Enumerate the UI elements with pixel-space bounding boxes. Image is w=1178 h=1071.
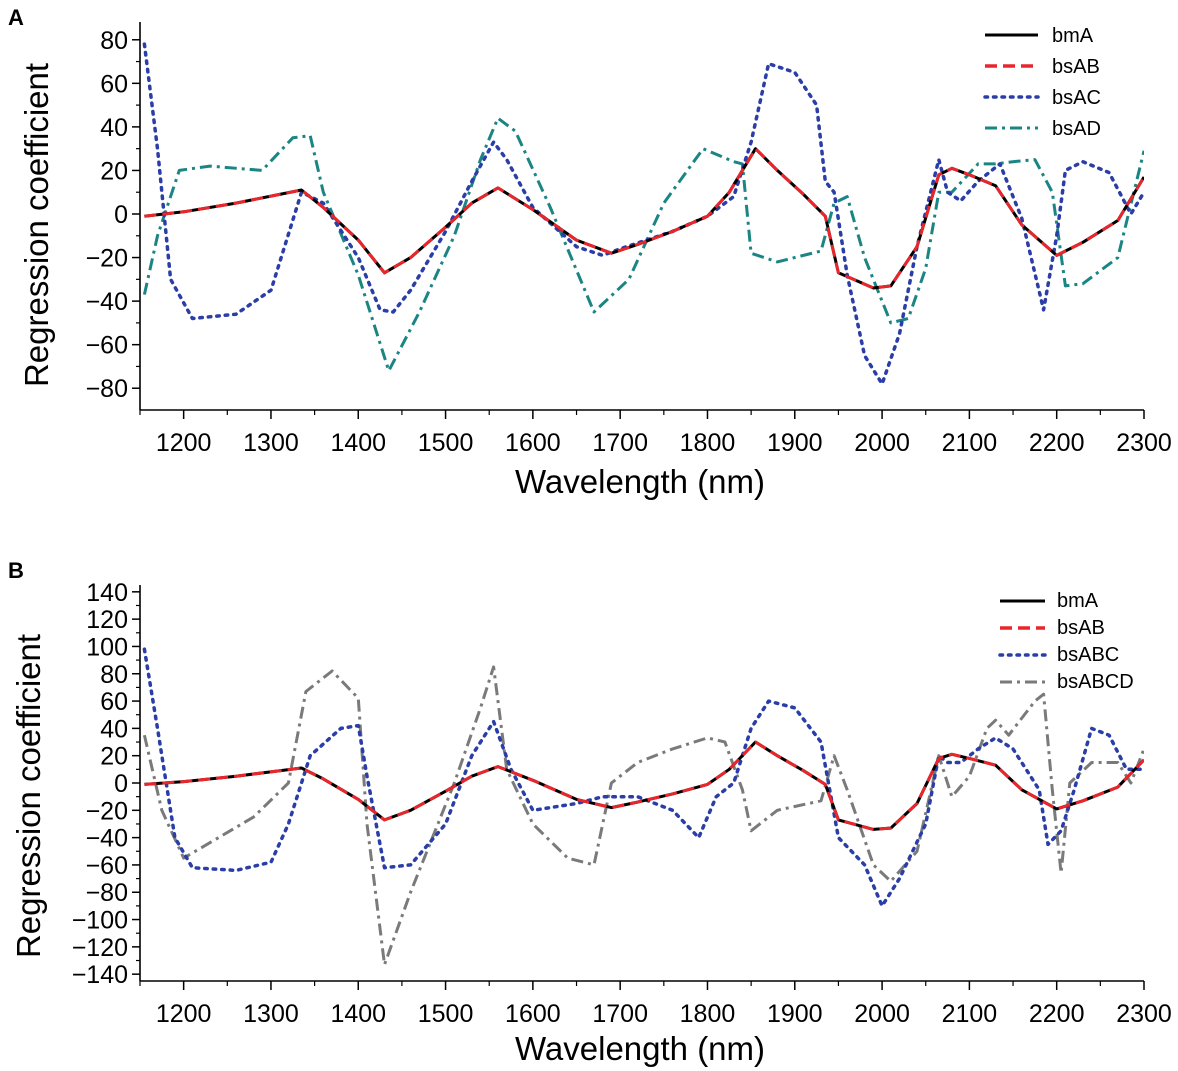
y-tick-label: 20 (100, 743, 128, 771)
y-tick-label: 100 (86, 633, 128, 661)
y-ticks-a: 80 60 40 20 0 −20 −40 −60 −80 (86, 27, 140, 403)
series-group-a (142, 42, 1144, 386)
series-line-bmA (144, 740, 1144, 831)
y-tick-label: 80 (100, 661, 128, 689)
panel-label-a: A (8, 5, 24, 30)
y-tick-label: 140 (86, 579, 128, 607)
y-tick-label: 80 (100, 27, 128, 55)
x-tick-label: 1300 (243, 429, 299, 457)
y-tick-label: 20 (100, 157, 128, 185)
x-tick-label: 1600 (505, 429, 561, 457)
chart-panel-a: A 80 60 40 20 0 −20 −40 −60 −80 1200 1300 1400 1500… (8, 5, 1172, 500)
legend-label-a-bsAB: bsAB (1052, 56, 1100, 78)
x-tick-label: 1800 (680, 1000, 736, 1028)
panel-label-b: B (8, 558, 24, 583)
x-tick-label: 1200 (156, 1000, 212, 1028)
x-tick-label: 1900 (767, 1000, 823, 1028)
y-axis-b: 140120100806040200−20−40−60−80−100−120−1… (72, 579, 141, 989)
legend-label-b-bsAB: bsAB (1057, 617, 1105, 639)
y-tick-label: −60 (86, 852, 128, 880)
x-tick-label: 1800 (680, 429, 736, 457)
legend-label-a-bsAC: bsAC (1052, 87, 1101, 109)
x-axis-title-a: Wavelength (nm) (515, 463, 765, 500)
x-tick-label: 2000 (854, 429, 910, 457)
legend-label-b-bmA: bmA (1057, 590, 1099, 612)
x-ticks-b: 1200 1300 1400 1500 1600 1700 1800 1900 2000 2100… (139, 981, 1172, 1028)
series-line-bsAB (144, 147, 1144, 290)
y-tick-label: 0 (114, 770, 128, 798)
y-tick-label: 60 (100, 688, 128, 716)
y-tick-label: 40 (100, 114, 128, 142)
y-ticks-b: 140120100806040200−20−40−60−80−100−120−1… (72, 579, 140, 989)
legend-label-b-bsABCD: bsABCD (1057, 671, 1134, 693)
legend-a: bmA bsAB bsAC bsAD (983, 25, 1101, 140)
x-tick-label: 1600 (505, 1000, 561, 1028)
y-tick-label: −100 (72, 907, 128, 935)
x-tick-label: 2200 (1029, 1000, 1085, 1028)
y-tick-label: −60 (86, 332, 128, 360)
x-tick-label: 1200 (156, 429, 212, 457)
x-tick-label: 2300 (1116, 429, 1172, 457)
x-tick-label: 1400 (330, 429, 386, 457)
y-tick-label: −80 (86, 879, 128, 907)
y-tick-label: −40 (86, 825, 128, 853)
y-tick-label: 60 (100, 70, 128, 98)
x-tick-label: 1500 (418, 1000, 474, 1028)
x-tick-label: 1500 (418, 429, 474, 457)
chart-panel-b: B 140120100806040200−20−40−60−80−100−120… (8, 558, 1172, 1067)
series-line-bsABCD (142, 665, 1144, 967)
legend-b: bmA bsAB bsABC bsABCD (998, 590, 1134, 693)
x-tick-label: 1300 (243, 1000, 299, 1028)
x-tick-label: 2300 (1116, 1000, 1172, 1028)
legend-label-a-bsAD: bsAD (1052, 118, 1101, 140)
series-line-bsAD (142, 116, 1144, 373)
x-tick-label: 2100 (942, 429, 998, 457)
x-tick-label: 2200 (1029, 429, 1085, 457)
x-axis-a: 1200 1300 1400 1500 1600 1700 1800 1900 2000 2100… (139, 409, 1172, 457)
y-tick-label: −20 (86, 245, 128, 273)
x-tick-label: 1700 (592, 1000, 648, 1028)
y-tick-label: −120 (72, 934, 128, 962)
series-line-bsABC (142, 647, 1144, 908)
y-tick-label: −20 (86, 797, 128, 825)
legend-label-a-bmA: bmA (1052, 25, 1094, 47)
x-tick-label: 1400 (330, 1000, 386, 1028)
legend-label-b-bsABC: bsABC (1057, 644, 1119, 666)
x-tick-label: 1700 (592, 429, 648, 457)
x-tick-label: 2100 (942, 1000, 998, 1028)
x-tick-label: 2000 (854, 1000, 910, 1028)
series-line-bsAC (142, 42, 1144, 386)
series-group-b (142, 647, 1144, 967)
series-line-bsAB (144, 740, 1144, 831)
y-axis-title-a: Regression coefficient (18, 63, 55, 387)
y-tick-label: −80 (86, 375, 128, 403)
y-tick-label: 40 (100, 715, 128, 743)
y-tick-label: 120 (86, 606, 128, 634)
y-tick-label: −40 (86, 288, 128, 316)
x-axis-b: 1200 1300 1400 1500 1600 1700 1800 1900 2000 2100… (139, 980, 1172, 1028)
y-tick-label: 0 (114, 201, 128, 229)
x-tick-label: 1900 (767, 429, 823, 457)
y-tick-label: −140 (72, 961, 128, 989)
y-axis-title-b: Regression coefficient (10, 634, 47, 958)
x-ticks-a: 1200 1300 1400 1500 1600 1700 1800 1900 2000 2100… (139, 410, 1172, 457)
y-axis-a: 80 60 40 20 0 −20 −40 −60 −80 (86, 22, 141, 410)
x-axis-title-b: Wavelength (nm) (515, 1030, 765, 1067)
